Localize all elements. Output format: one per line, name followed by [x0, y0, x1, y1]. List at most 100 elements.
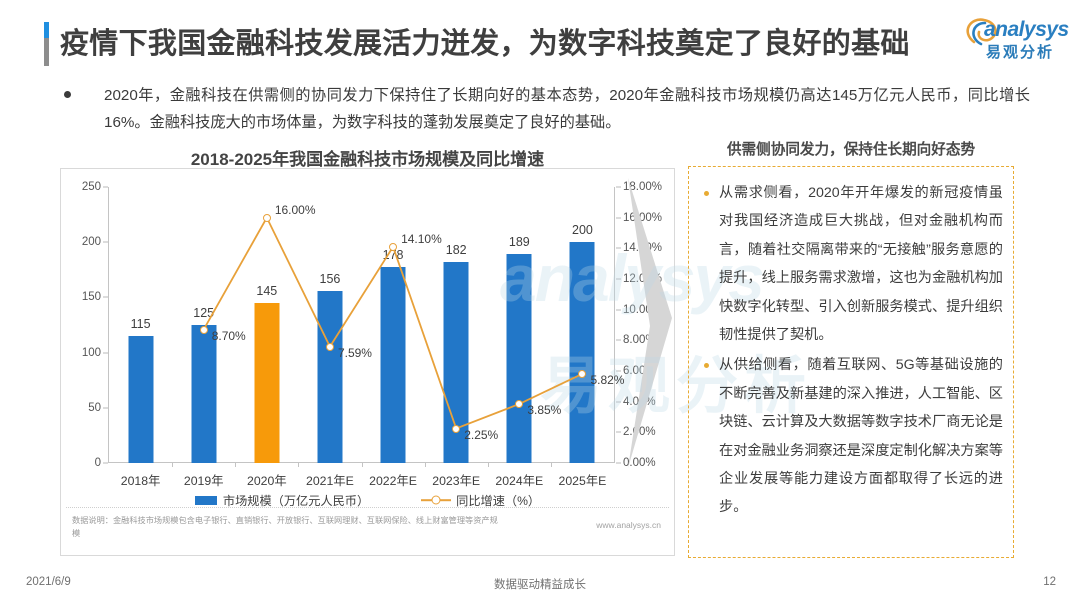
y-axis-line [108, 187, 109, 463]
y2-axis-tick-label: 2.00% [623, 426, 656, 439]
chart-bar [569, 242, 595, 463]
x-axis-tick-label: 2023年E [432, 474, 481, 488]
chart-bar-value-label: 200 [572, 223, 593, 238]
x-axis-tick-mark [298, 463, 300, 467]
swirl-icon [966, 18, 997, 46]
chart-line-value-label: 14.10% [401, 231, 442, 246]
x-axis-tick-mark [235, 463, 237, 467]
chart-line-point [515, 399, 524, 408]
chart-legend: 市场规模（万亿元人民币） 同比增速（%） [61, 491, 674, 509]
y-axis-tick-mark [103, 462, 108, 464]
chart-line-value-label: 5.82% [590, 372, 625, 387]
panel-list-item: 从供给侧看，随着互联网、5G等基础设施的不断完善及新基建的深入推进，人工智能、区… [699, 351, 1003, 521]
chart-bar-value-label: 178 [382, 247, 404, 262]
chart-line-point [578, 369, 587, 378]
chart-bar-value-label: 145 [256, 283, 278, 298]
y2-axis-tick-label: 18.00% [623, 181, 663, 193]
insight-panel: 从需求侧看，2020年开年爆发的新冠疫情虽对我国经济造成巨大挑战，但对金融机构而… [688, 166, 1014, 558]
panel-list-item: 从需求侧看，2020年开年爆发的新冠疫情虽对我国经济造成巨大挑战，但对金融机构而… [699, 179, 1003, 349]
y2-axis-tick-mark [616, 431, 621, 433]
chart-category-slot: 178 2022年E [361, 187, 425, 488]
chart-category-slot: 115 2018年 [109, 187, 172, 488]
y-axis-tick-mark [103, 186, 108, 188]
title-text: 疫情下我国金融科技发展活力迸发，为数字科技奠定了良好的基础 [60, 28, 910, 60]
panel-bullet-dot-icon [704, 363, 709, 369]
x-axis-tick-mark [172, 463, 174, 467]
y-axis-tick-mark [103, 296, 108, 298]
chart-line-point [389, 242, 398, 251]
logo-brand-cn-text: 易观分析 [986, 44, 1055, 61]
chart-line-value-label: 7.59% [337, 345, 372, 360]
chart-bar-value-label: 156 [319, 271, 341, 286]
x-axis-tick-mark [487, 463, 489, 467]
y-axis-tick-label: 150 [81, 291, 101, 304]
y-axis-tick-mark [103, 352, 108, 354]
chart-line-point [199, 325, 208, 334]
legend-label-bars: 市场规模（万亿元人民币） [222, 494, 370, 508]
legend-swatch-line-icon [421, 495, 451, 505]
chart-line-value-label: 3.85% [527, 402, 562, 417]
y2-axis-tick-mark [616, 247, 621, 249]
chart-category-slot: 125 2019年 [172, 187, 235, 488]
x-axis-tick-mark [424, 463, 426, 467]
panel-item-text: 从需求侧看，2020年开年爆发的新冠疫情虽对我国经济造成巨大挑战，但对金融机构而… [719, 185, 1003, 344]
page-title: 疫情下我国金融科技发展活力迸发，为数字科技奠定了良好的基础 [44, 20, 1034, 68]
lead-paragraph-text: 2020年，金融科技在供需侧的协同发力下保持住了长期向好的基本态势，2020年金… [104, 87, 1030, 131]
chart-line-point [262, 213, 271, 222]
chart-category-slot: 200 2025年E [550, 187, 614, 488]
y-axis-tick-mark [103, 241, 108, 243]
chart-plot-area: 0501001502002500.00%2.00%4.00%6.00%8.00%… [82, 181, 662, 488]
panel-bullet-dot-icon [704, 191, 709, 196]
chart-line-value-label: 2.25% [464, 427, 499, 442]
chart-line-point [325, 342, 334, 351]
chart-category-slot: 189 2024年E [487, 187, 551, 488]
brand-logo: analysys 易观分析 [960, 8, 1072, 66]
legend-label-line: 同比增速（%） [456, 494, 541, 508]
logo-brand-text: analysys [984, 18, 1069, 41]
y2-axis-tick-mark [616, 278, 621, 280]
y2-axis-tick-label: 0.00% [623, 457, 656, 469]
y-axis-tick-mark [103, 407, 108, 409]
chart-bar [254, 302, 280, 463]
chart-bar [380, 266, 406, 463]
y2-axis-tick-mark [616, 339, 621, 341]
chart-line-value-label: 8.70% [211, 328, 246, 343]
growth-line-svg [202, 215, 583, 430]
right-arrow-icon [628, 178, 672, 468]
x-axis-tick-label: 2020年 [246, 474, 287, 488]
x-axis-tick-label: 2022年E [369, 474, 417, 488]
chart-card: 0501001502002500.00%2.00%4.00%6.00%8.00%… [60, 168, 675, 556]
footer-date: 2021/6/9 [26, 576, 71, 588]
x-axis-tick-label: 2019年 [183, 474, 224, 488]
footer-center-text: 数据驱动精益成长 [494, 579, 586, 591]
chart-footnote: 数据说明：金融科技市场规模包含电子银行、直销银行、开放银行、互联网理财、互联网保… [66, 507, 669, 551]
y-axis-tick-label: 250 [81, 181, 101, 193]
footer-page-number: 12 [1043, 576, 1056, 588]
chart-bar-value-label: 125 [193, 306, 215, 320]
x-axis-tick-label: 2021年E [306, 474, 354, 488]
lead-bullet: 2020年，金融科技在供需侧的协同发力下保持住了长期向好的基本态势，2020年金… [64, 82, 1030, 136]
x-axis-tick-label: 2025年E [558, 474, 607, 488]
x-axis-line [108, 462, 615, 463]
y2-axis-tick-label: 16.00% [623, 211, 663, 224]
y-axis-tick-label: 0 [94, 457, 101, 469]
y2-axis-tick-mark [616, 186, 621, 188]
chart-bar-value-label: 115 [130, 317, 151, 332]
chart-bar [317, 290, 343, 463]
y2-axis-tick-mark [616, 309, 621, 311]
chart-bar-value-label: 189 [508, 235, 530, 250]
chart-category-slot: 156 2021年E [298, 187, 361, 488]
title-accent-bar [44, 22, 49, 66]
legend-item-line: 同比增速（%） [421, 491, 540, 509]
chart-line-value-label: 16.00% [274, 202, 316, 217]
x-axis-tick-label: 2018年 [120, 474, 161, 488]
chart-bar [506, 254, 532, 463]
chart-source-url: www.analysys.cn [596, 520, 661, 530]
chart-title: 2018-2025年我国金融科技市场规模及同比增速 [190, 150, 545, 169]
slide-footer: 2021/6/9 数据驱动精益成长 12 [0, 574, 1080, 598]
legend-swatch-bar-icon [194, 495, 217, 505]
chart-line-point [452, 424, 461, 433]
y-axis-tick-label: 200 [81, 236, 101, 249]
chart-bar [191, 325, 217, 463]
